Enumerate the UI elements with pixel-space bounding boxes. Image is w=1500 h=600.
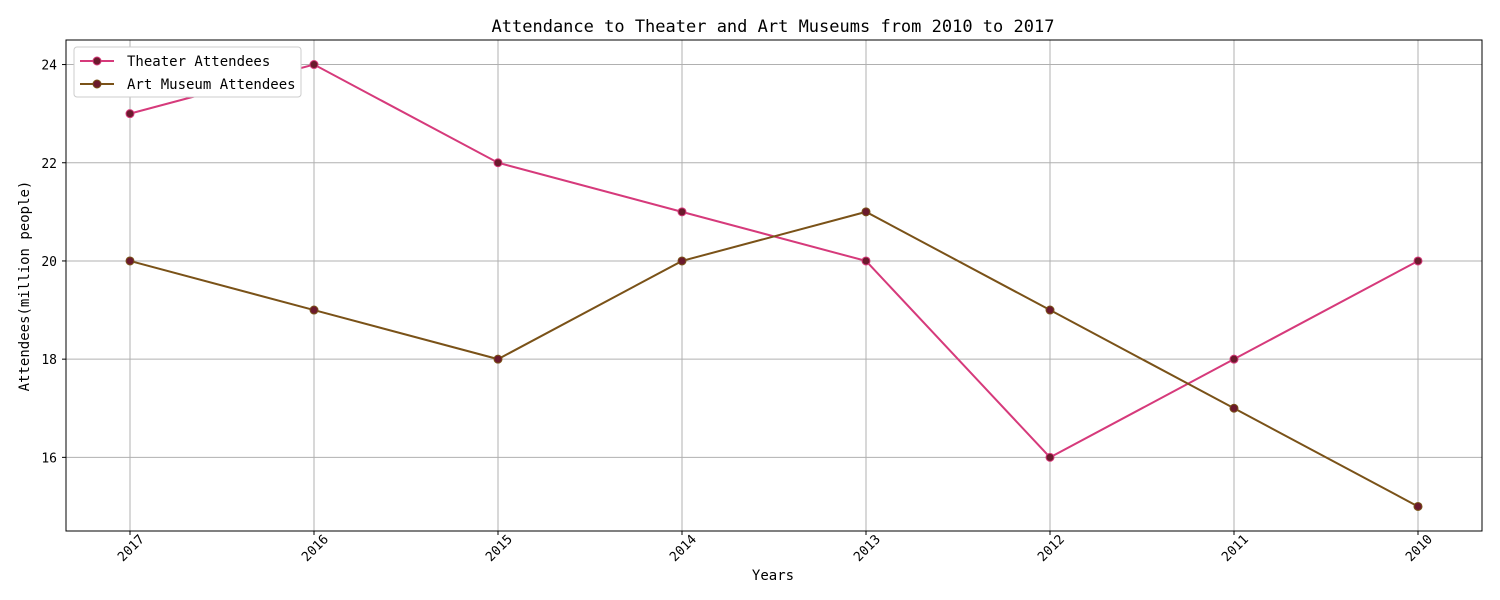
data-point	[309, 60, 319, 70]
data-point	[861, 256, 871, 266]
legend-box	[73, 46, 302, 98]
legend-marker	[92, 56, 102, 66]
y-tick-label: 20	[41, 255, 57, 270]
x-axis-label: Years	[752, 568, 794, 584]
data-point	[677, 256, 687, 266]
chart-title: Attendance to Theater and Art Museums fr…	[492, 17, 1055, 37]
data-point	[677, 207, 687, 217]
data-point	[861, 207, 871, 217]
data-point	[1413, 256, 1423, 266]
series-line-1	[129, 210, 1419, 508]
legend-marker	[92, 79, 102, 89]
y-tick-label: 24	[41, 59, 57, 74]
legend: Theater Attendees Art Museum Attendees	[73, 46, 302, 98]
data-point	[125, 256, 135, 266]
data-point	[1045, 305, 1055, 315]
y-tick-label: 18	[41, 353, 57, 368]
series-layer	[125, 60, 1423, 511]
data-point	[125, 109, 135, 119]
data-point	[1229, 403, 1239, 413]
data-point	[1045, 452, 1055, 462]
y-tick-label: 16	[41, 451, 57, 466]
plot-frame	[65, 39, 1483, 532]
y-axis-label: Attendees(million people)	[17, 181, 33, 392]
data-point	[1413, 501, 1423, 511]
data-point	[309, 305, 319, 315]
data-point	[1229, 354, 1239, 364]
legend-label: Art Museum Attendees	[127, 77, 296, 93]
data-point	[493, 354, 503, 364]
legend-label: Theater Attendees	[127, 54, 270, 70]
data-point	[493, 158, 503, 168]
y-tick-label: 22	[41, 157, 57, 172]
grid-layer	[66, 40, 1482, 531]
